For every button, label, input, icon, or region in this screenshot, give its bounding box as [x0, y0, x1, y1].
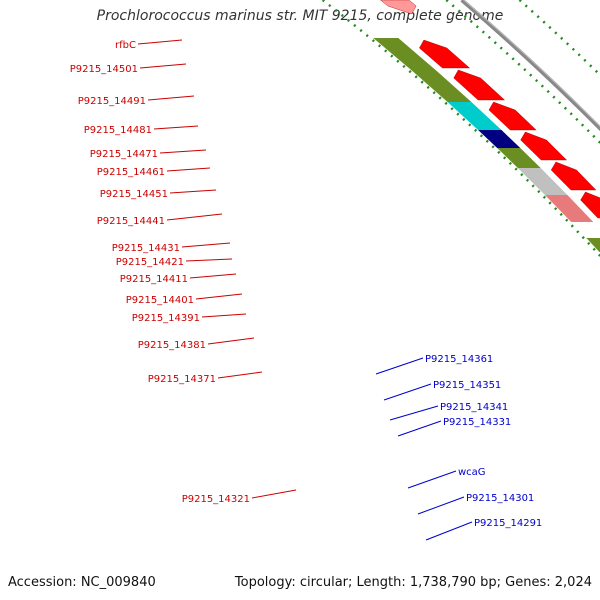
backbone-highlight — [463, 0, 600, 128]
reverse-leader-10 — [189, 273, 237, 279]
reverse-leader-8 — [181, 242, 231, 248]
reverse-label-4: P9215_14471 — [90, 149, 158, 160]
cds-block-7 — [586, 238, 600, 252]
reverse-gene-5 — [580, 191, 600, 219]
reverse-leader-13 — [207, 337, 255, 345]
reverse-label-9: P9215_14421 — [116, 257, 184, 268]
reverse-leader-12 — [201, 313, 247, 318]
cds-block-1 — [413, 72, 472, 102]
reverse-label-5: P9215_14461 — [97, 167, 165, 178]
cds-block-2 — [447, 102, 502, 130]
reverse-leader-9 — [185, 258, 233, 262]
forward-label-6: P9215_14291 — [474, 518, 542, 529]
reverse-label-10: P9215_14411 — [120, 274, 188, 285]
cds-block-4 — [497, 148, 541, 168]
reverse-label-13: P9215_14381 — [138, 340, 206, 351]
reverse-gene-1 — [453, 69, 506, 101]
cds-block-6 — [545, 195, 594, 222]
reverse-leader-0 — [137, 39, 183, 45]
backbone-line — [460, 0, 600, 132]
reverse-label-3: P9215_14481 — [84, 125, 152, 136]
forward-gene-labels: P9215_14361 P9215_14351 P9215_14341 P9215_1… — [375, 354, 542, 541]
forward-leader-2 — [389, 405, 439, 421]
reverse-leader-7 — [166, 213, 223, 221]
forward-leader-5 — [417, 496, 465, 515]
reverse-label-8: P9215_14431 — [112, 243, 180, 254]
forward-label-4: wcaG — [458, 467, 486, 478]
reverse-label-7: P9215_14441 — [97, 216, 165, 227]
forward-leader-4 — [407, 470, 457, 489]
reverse-gene-labels: rfbC P9215_14501 P9215_14491 P9215_14481 P92… — [70, 39, 297, 505]
forward-label-5: P9215_14301 — [466, 493, 534, 504]
cds-features — [373, 38, 600, 252]
cds-block-5 — [517, 168, 568, 195]
reverse-gene-0 — [419, 39, 471, 69]
forward-label-2: P9215_14341 — [440, 402, 508, 413]
reverse-leader-14 — [217, 371, 263, 379]
gene-features — [380, 0, 600, 219]
reverse-leader-3 — [153, 125, 199, 130]
reverse-label-15: P9215_14321 — [182, 494, 250, 505]
reverse-gene-2 — [488, 101, 537, 131]
reverse-label-11: P9215_14401 — [126, 295, 194, 306]
reverse-label-6: P9215_14451 — [100, 189, 168, 200]
map-title: Prochlorococcus marinus str. MIT 9215, c… — [96, 8, 504, 24]
cds-block-0 — [373, 38, 438, 72]
reverse-leader-5 — [166, 167, 211, 172]
reverse-leader-11 — [195, 293, 243, 300]
reverse-leader-6 — [169, 189, 217, 194]
accession-text: Accession: NC_009840 — [8, 575, 156, 590]
reverse-gene-3 — [520, 131, 568, 161]
genome-summary: Topology: circular; Length: 1,738,790 bp… — [234, 575, 592, 590]
reverse-leader-4 — [159, 149, 207, 154]
reverse-label-14: P9215_14371 — [148, 374, 216, 385]
reverse-label-12: P9215_14391 — [132, 313, 200, 324]
reverse-label-0: rfbC — [115, 40, 136, 51]
forward-leader-3 — [397, 420, 442, 437]
forward-label-1: P9215_14351 — [433, 380, 501, 391]
reverse-label-1: P9215_14501 — [70, 64, 138, 75]
reverse-leader-15 — [251, 489, 297, 499]
forward-leader-1 — [383, 383, 432, 401]
forward-label-0: P9215_14361 — [425, 354, 493, 365]
reverse-leader-2 — [147, 95, 195, 101]
forward-label-3: P9215_14331 — [443, 417, 511, 428]
forward-leader-6 — [425, 521, 473, 541]
reverse-gene-top — [380, 0, 417, 15]
reverse-label-2: P9215_14491 — [78, 96, 146, 107]
forward-leader-0 — [375, 357, 424, 375]
map-rings — [321, 0, 600, 258]
cds-block-3 — [478, 130, 521, 148]
reverse-leader-1 — [139, 63, 187, 69]
reverse-gene-4 — [550, 161, 597, 191]
